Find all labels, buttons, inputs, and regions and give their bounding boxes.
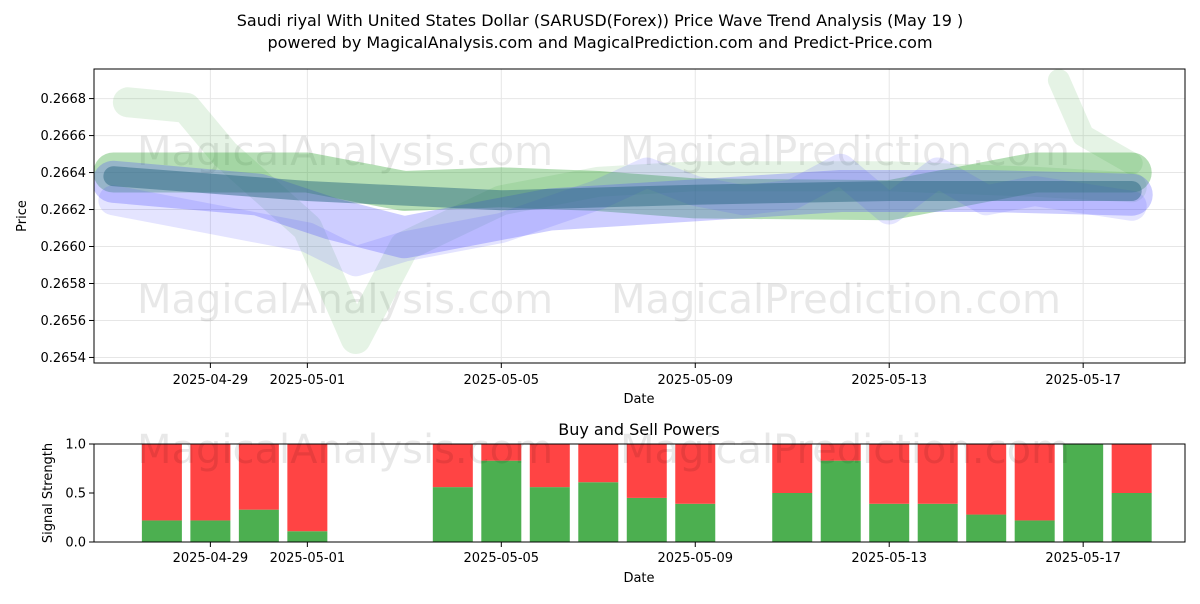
x-tick-label: 2025-05-05 — [464, 551, 540, 566]
watermark-text: MagicalAnalysis.com — [137, 427, 553, 473]
sell-bar — [917, 444, 958, 504]
sell-bar — [772, 444, 813, 493]
buy-bar — [287, 531, 328, 542]
watermark-text: MagicalAnalysis.com — [137, 129, 553, 175]
x-tick-label: 2025-04-29 — [173, 551, 249, 566]
y-tick-label: 0.2658 — [41, 277, 87, 292]
sell-bar — [626, 444, 667, 498]
price-watermarks: MagicalAnalysis.com MagicalPrediction.co… — [137, 129, 1070, 323]
buy-bar — [966, 514, 1007, 542]
sell-bar — [675, 444, 716, 504]
wave-line-blue — [94, 160, 1153, 259]
y-tick-label: 0.2668 — [41, 92, 87, 107]
x-tick-label: 2025-05-17 — [1045, 373, 1121, 388]
wave-line-green — [112, 87, 1147, 354]
sell-bar — [190, 444, 231, 521]
sell-bar — [1111, 444, 1152, 493]
wave-line-green — [94, 152, 1152, 221]
watermark-text: MagicalAnalysis.com — [137, 277, 553, 323]
price-plot-frame — [93, 68, 1186, 364]
x-tick-label: 2025-05-17 — [1045, 551, 1121, 566]
price-wave-lines — [94, 69, 1153, 354]
price-y-axis: 0.2654 0.2656 0.2658 0.2660 0.2662 0.2664 0.26… — [41, 92, 94, 366]
buy-bar — [820, 460, 861, 542]
x-tick-label: 2025-04-29 — [173, 373, 249, 388]
sell-bar — [141, 444, 182, 521]
watermark-text: MagicalPrediction.com — [611, 277, 1061, 323]
buy-bar — [1063, 444, 1104, 542]
watermark-text: MagicalPrediction.com — [620, 129, 1070, 175]
sell-bar — [966, 444, 1007, 515]
buy-bar — [1014, 520, 1055, 542]
buy-bar — [432, 487, 473, 542]
sell-bar — [238, 444, 279, 510]
y-tick-label: 0.5 — [65, 487, 86, 502]
sell-bar — [869, 444, 910, 504]
wave-line-green — [1047, 69, 1143, 175]
buy-bar — [917, 503, 958, 542]
x-tick-label: 2025-05-09 — [657, 551, 733, 566]
y-tick-label: 0.0 — [65, 536, 86, 551]
sell-bar — [820, 444, 861, 461]
buy-bar — [772, 493, 813, 542]
y-tick-label: 0.2664 — [41, 166, 87, 181]
powers-y-axis-label: Signal Strength — [41, 443, 56, 543]
wave-line-teal — [103, 166, 1142, 211]
price-x-axis: 2025-04-29 2025-05-01 2025-05-05 2025-05-09… — [173, 363, 1121, 388]
buy-bar — [141, 520, 182, 542]
buy-bar — [675, 503, 716, 542]
sell-bar — [529, 444, 570, 488]
buy-bar — [481, 460, 522, 542]
y-tick-label: 1.0 — [65, 438, 86, 453]
buy-bar — [578, 482, 619, 542]
y-tick-label: 0.2656 — [41, 314, 87, 329]
y-tick-label: 0.2662 — [41, 203, 87, 218]
powers-x-axis: 2025-04-29 2025-05-01 2025-05-05 2025-05-09… — [173, 542, 1121, 566]
x-tick-label: 2025-05-13 — [851, 373, 927, 388]
sell-bar — [578, 444, 619, 483]
buy-bar — [1111, 493, 1152, 542]
powers-bars — [141, 444, 1152, 542]
chart-subtitle: powered by MagicalAnalysis.com and Magic… — [267, 33, 932, 52]
x-tick-label: 2025-05-01 — [270, 373, 346, 388]
wave-line-blue — [98, 153, 1147, 277]
powers-y-axis: 0.0 0.5 1.0 — [65, 438, 94, 551]
sell-bar — [1014, 444, 1055, 521]
x-tick-label: 2025-05-13 — [851, 551, 927, 566]
chart-title: Saudi riyal With United States Dollar (S… — [237, 11, 963, 30]
x-tick-label: 2025-05-05 — [464, 373, 540, 388]
y-tick-label: 0.2666 — [41, 129, 87, 144]
x-tick-label: 2025-05-09 — [657, 373, 733, 388]
sell-bar — [287, 444, 328, 532]
sell-bar — [432, 444, 473, 488]
buy-bar — [238, 509, 279, 542]
price-x-axis-label: Date — [623, 392, 654, 407]
buy-bar — [529, 487, 570, 542]
watermark-text: MagicalPrediction.com — [620, 427, 1070, 473]
x-tick-label: 2025-05-01 — [270, 551, 346, 566]
y-tick-label: 0.2660 — [41, 240, 87, 255]
y-tick-label: 0.2654 — [41, 351, 87, 366]
buy-bar — [190, 520, 231, 542]
price-grid — [94, 69, 1185, 363]
powers-x-axis-label: Date — [623, 571, 654, 586]
buy-bar — [626, 497, 667, 542]
powers-title: Buy and Sell Powers — [558, 420, 720, 439]
powers-watermarks: MagicalAnalysis.com MagicalPrediction.co… — [137, 427, 1070, 473]
price-y-axis-label: Price — [15, 200, 30, 232]
sell-bar — [481, 444, 522, 461]
buy-bar — [869, 503, 910, 542]
